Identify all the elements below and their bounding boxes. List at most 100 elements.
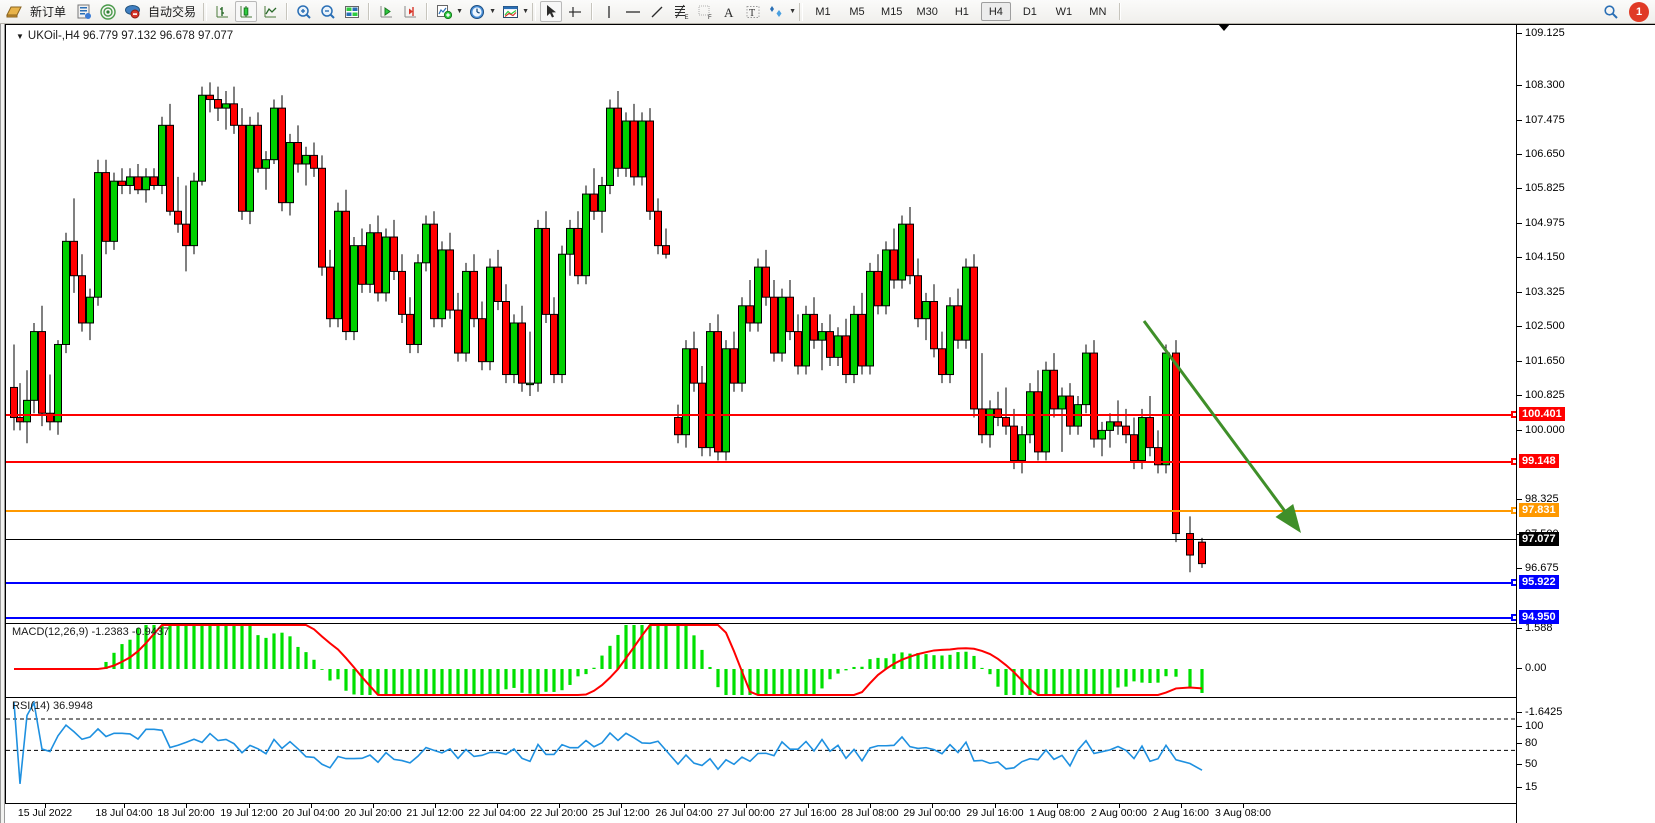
horizontal-line-icon[interactable] <box>622 1 644 22</box>
date-tick-label: 18 Jul 20:00 <box>157 807 215 819</box>
autotrade-icon[interactable] <box>121 1 143 22</box>
new-order-label[interactable]: 新订单 <box>30 5 67 19</box>
date-tick-mark <box>124 804 125 808</box>
timeframe-m1[interactable]: M1 <box>815 5 831 18</box>
price-axis[interactable]: 109.125 108.300 107.475 106.650 105.825 104.9… <box>1516 24 1655 823</box>
price-tick: 106.650 <box>1517 148 1655 160</box>
date-tick-label: 28 Jul 08:00 <box>841 807 899 819</box>
date-tick-label: 2 Aug 16:00 <box>1152 807 1210 819</box>
last-price-line <box>6 539 1516 540</box>
trendline-icon[interactable] <box>646 1 668 22</box>
autotrade-label[interactable]: 自动交易 <box>148 5 197 19</box>
rsi-tick: 80 <box>1517 737 1655 749</box>
auto-scroll-icon[interactable] <box>375 1 397 22</box>
timeframe-h4[interactable]: H4 <box>980 2 1011 21</box>
date-tick-label: 20 Jul 20:00 <box>344 807 402 819</box>
cursor-icon[interactable] <box>540 1 563 22</box>
new-order-icon[interactable] <box>3 1 25 22</box>
templates-dropdown-caret[interactable]: ▼ <box>522 8 529 15</box>
bar-chart-icon[interactable] <box>211 1 233 22</box>
line-chart-icon[interactable] <box>259 1 281 22</box>
chart-menu-caret-icon[interactable]: ▼ <box>16 32 24 41</box>
date-tick-mark <box>1181 804 1182 808</box>
fibonacci-icon[interactable]: E <box>670 1 692 22</box>
date-tick-mark <box>808 804 809 808</box>
date-tick-label: 22 Jul 20:00 <box>530 807 588 819</box>
price-tick: 100.000 <box>1517 424 1655 436</box>
date-tick-label: 26 Jul 04:00 <box>655 807 713 819</box>
rsi-panel-divider <box>6 697 1516 698</box>
macd-panel-divider <box>6 623 1516 624</box>
indicators-icon[interactable] <box>433 1 455 22</box>
vertical-line-icon[interactable] <box>598 1 620 22</box>
price-tick: 100.825 <box>1517 389 1655 401</box>
macd-tick: 1.588 <box>1517 622 1655 634</box>
chart-position-marker <box>1218 24 1230 31</box>
toolbar-separator <box>286 3 289 20</box>
date-tick-label: 2 Aug 00:00 <box>1090 807 1148 819</box>
equidistant-channel-icon[interactable]: F <box>694 1 716 22</box>
timeframe-d1[interactable]: D1 <box>1022 5 1037 18</box>
date-axis[interactable]: 15 Jul 2022 18 Jul 04:00 18 Jul 20:00 19 Ju… <box>5 803 1516 823</box>
candlestick-chart-icon[interactable] <box>235 1 258 22</box>
date-tick-label: 20 Jul 04:00 <box>282 807 340 819</box>
periods-icon[interactable] <box>466 1 488 22</box>
shapes-icon[interactable] <box>766 1 788 22</box>
price-badge-support-2[interactable]: 94.950 <box>1519 610 1559 624</box>
date-tick-label: 27 Jul 16:00 <box>779 807 837 819</box>
price-tick: 101.650 <box>1517 355 1655 367</box>
text-label-icon[interactable]: T <box>742 1 764 22</box>
date-tick-mark <box>746 804 747 808</box>
toolbar-grip[interactable] <box>532 2 537 21</box>
crosshair-icon[interactable] <box>564 1 586 22</box>
price-badge-last-price[interactable]: 97.077 <box>1519 532 1559 546</box>
date-tick-mark <box>932 804 933 808</box>
data-window-icon[interactable] <box>73 1 95 22</box>
market-watch-icon[interactable] <box>97 1 119 22</box>
timeframe-w1[interactable]: W1 <box>1055 5 1073 18</box>
down-trend-arrow[interactable] <box>6 25 1516 823</box>
zoom-in-icon[interactable] <box>293 1 315 22</box>
rsi-label: RSI(14) 36.9948 <box>12 700 93 712</box>
chart-plot-area[interactable]: ▼ UKOil-,H4 96.779 97.132 96.678 97.077 M… <box>5 24 1516 823</box>
price-tick: 98.325 <box>1517 493 1655 505</box>
price-badge-support-1[interactable]: 95.922 <box>1519 575 1559 589</box>
messages-badge[interactable]: 1 <box>1629 1 1649 22</box>
price-badge-resistance-2[interactable]: 99.148 <box>1519 454 1559 468</box>
date-tick-label: 1 Aug 08:00 <box>1028 807 1086 819</box>
toolbar-grip[interactable] <box>799 2 804 21</box>
timeframe-m15[interactable]: M15 <box>881 5 903 18</box>
date-tick-mark <box>1243 804 1244 808</box>
toolbar-separator <box>426 3 429 20</box>
timeframe-m5[interactable]: M5 <box>849 5 865 18</box>
timeframe-m30[interactable]: M30 <box>916 5 938 18</box>
chart-symbol-label: ▼ UKOil-,H4 96.779 97.132 96.678 97.077 <box>16 30 233 42</box>
timeframe-h1[interactable]: H1 <box>954 5 969 18</box>
date-tick-label: 25 Jul 12:00 <box>592 807 650 819</box>
svg-text:F: F <box>708 15 712 20</box>
chart-shift-icon[interactable] <box>399 1 421 22</box>
chart-shift-grid-icon[interactable] <box>341 1 363 22</box>
rsi-tick: 100 <box>1517 720 1655 732</box>
shapes-dropdown-caret[interactable]: ▼ <box>789 8 796 15</box>
timeframe-mn[interactable]: MN <box>1089 5 1107 18</box>
toolbar-grip[interactable] <box>203 2 208 21</box>
price-badge-resistance-1[interactable]: 100.401 <box>1519 407 1565 421</box>
zoom-out-icon[interactable] <box>317 1 339 22</box>
templates-icon[interactable] <box>499 1 521 22</box>
date-tick-mark <box>435 804 436 808</box>
indicators-dropdown-caret[interactable]: ▼ <box>456 8 463 15</box>
text-icon[interactable]: A <box>718 1 740 22</box>
toolbar-right-group: 1 <box>1599 1 1653 22</box>
date-tick-mark <box>1119 804 1120 808</box>
date-tick-mark <box>497 804 498 808</box>
chart-window: ▼ UKOil-,H4 96.779 97.132 96.678 97.077 M… <box>0 24 1655 823</box>
search-icon[interactable] <box>1600 1 1622 22</box>
date-tick-label: 21 Jul 12:00 <box>406 807 464 819</box>
date-tick-mark <box>684 804 685 808</box>
date-tick-label: 29 Jul 16:00 <box>966 807 1024 819</box>
periods-dropdown-caret[interactable]: ▼ <box>489 8 496 15</box>
price-badge-pivot[interactable]: 97.831 <box>1519 503 1559 517</box>
svg-text:T: T <box>749 8 755 19</box>
date-tick-label: 22 Jul 04:00 <box>468 807 526 819</box>
